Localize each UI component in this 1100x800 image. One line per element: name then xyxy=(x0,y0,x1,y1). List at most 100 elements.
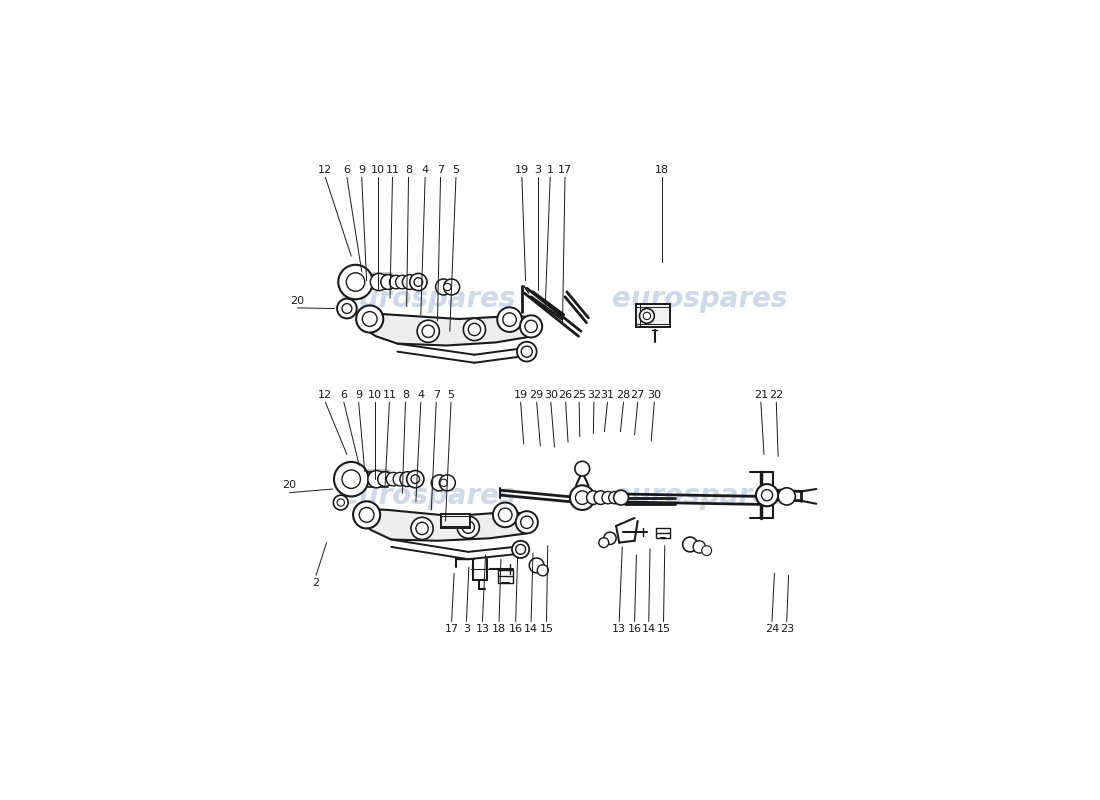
Circle shape xyxy=(598,538,608,547)
Circle shape xyxy=(586,491,601,505)
Circle shape xyxy=(439,475,455,491)
Text: 18: 18 xyxy=(656,165,670,175)
Text: 22: 22 xyxy=(769,390,783,400)
Circle shape xyxy=(440,479,448,486)
Circle shape xyxy=(462,521,474,534)
Text: 29: 29 xyxy=(529,390,543,400)
Circle shape xyxy=(337,298,356,318)
Text: 7: 7 xyxy=(437,165,444,175)
Text: 16: 16 xyxy=(508,624,522,634)
Circle shape xyxy=(575,491,589,505)
Circle shape xyxy=(517,342,537,362)
Circle shape xyxy=(604,532,616,545)
Circle shape xyxy=(463,318,485,341)
Text: 8: 8 xyxy=(405,165,412,175)
Text: eurospares: eurospares xyxy=(341,286,516,314)
Text: eurospares: eurospares xyxy=(612,482,786,510)
Circle shape xyxy=(346,273,365,291)
Circle shape xyxy=(389,275,403,289)
Polygon shape xyxy=(360,313,539,346)
Circle shape xyxy=(443,279,460,295)
Circle shape xyxy=(436,279,452,295)
Circle shape xyxy=(414,278,422,286)
Text: 15: 15 xyxy=(539,624,553,634)
Circle shape xyxy=(337,499,344,506)
Text: 9: 9 xyxy=(355,390,362,400)
Circle shape xyxy=(411,518,433,539)
Circle shape xyxy=(644,312,650,320)
Circle shape xyxy=(342,470,361,488)
Text: 12: 12 xyxy=(318,165,332,175)
Text: 24: 24 xyxy=(764,624,779,634)
Text: eurospares: eurospares xyxy=(612,286,786,314)
Circle shape xyxy=(417,320,439,342)
Circle shape xyxy=(594,491,607,505)
Text: 2: 2 xyxy=(312,578,320,588)
Text: 13: 13 xyxy=(475,624,490,634)
Circle shape xyxy=(529,558,544,573)
Circle shape xyxy=(521,346,532,357)
Circle shape xyxy=(639,309,654,323)
Text: 26: 26 xyxy=(559,390,573,400)
Text: 32: 32 xyxy=(587,390,601,400)
Circle shape xyxy=(520,315,542,338)
Circle shape xyxy=(458,516,480,538)
Text: 11: 11 xyxy=(385,165,399,175)
Circle shape xyxy=(761,490,772,501)
Polygon shape xyxy=(637,304,670,327)
Circle shape xyxy=(493,502,518,527)
Text: 19: 19 xyxy=(514,390,528,400)
Circle shape xyxy=(693,541,705,553)
Text: 20: 20 xyxy=(283,480,297,490)
Circle shape xyxy=(525,320,537,333)
Circle shape xyxy=(403,274,417,290)
Text: 6: 6 xyxy=(340,390,348,400)
Text: 5: 5 xyxy=(448,390,454,400)
Circle shape xyxy=(516,545,526,554)
Circle shape xyxy=(353,502,381,529)
Text: 16: 16 xyxy=(628,624,641,634)
Circle shape xyxy=(422,325,435,338)
Text: 10: 10 xyxy=(371,165,385,175)
Circle shape xyxy=(360,507,374,522)
Text: 6: 6 xyxy=(343,165,351,175)
Text: 23: 23 xyxy=(780,624,794,634)
Text: 17: 17 xyxy=(444,624,459,634)
Text: 30: 30 xyxy=(543,390,558,400)
Circle shape xyxy=(512,541,529,558)
Text: 5: 5 xyxy=(452,165,460,175)
Circle shape xyxy=(371,274,387,290)
Circle shape xyxy=(602,491,614,504)
Circle shape xyxy=(537,565,548,576)
Text: 12: 12 xyxy=(318,390,332,400)
Circle shape xyxy=(431,475,448,491)
Circle shape xyxy=(702,546,712,555)
Circle shape xyxy=(683,537,697,552)
Text: 17: 17 xyxy=(558,165,572,175)
Circle shape xyxy=(356,306,383,333)
Circle shape xyxy=(608,491,622,504)
Polygon shape xyxy=(358,509,535,541)
Circle shape xyxy=(520,516,532,529)
Circle shape xyxy=(614,490,628,505)
Text: 28: 28 xyxy=(616,390,630,400)
Text: 1: 1 xyxy=(547,165,553,175)
Text: eurospares: eurospares xyxy=(341,482,516,510)
Text: 21: 21 xyxy=(754,390,768,400)
Text: 20: 20 xyxy=(290,295,305,306)
Circle shape xyxy=(381,274,396,290)
Text: 18: 18 xyxy=(492,624,506,634)
Circle shape xyxy=(386,472,400,486)
Circle shape xyxy=(362,312,377,326)
Circle shape xyxy=(339,265,373,299)
Circle shape xyxy=(516,511,538,534)
Circle shape xyxy=(377,472,393,486)
Text: 7: 7 xyxy=(432,390,440,400)
Text: 4: 4 xyxy=(421,165,429,175)
Circle shape xyxy=(469,323,481,336)
Circle shape xyxy=(407,470,424,488)
Circle shape xyxy=(443,283,451,290)
Circle shape xyxy=(342,303,352,314)
Circle shape xyxy=(498,508,512,522)
Circle shape xyxy=(778,488,795,505)
